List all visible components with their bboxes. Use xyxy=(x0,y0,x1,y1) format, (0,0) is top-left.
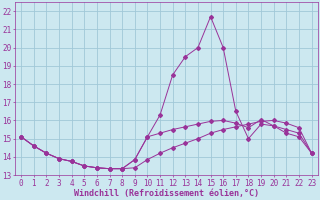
X-axis label: Windchill (Refroidissement éolien,°C): Windchill (Refroidissement éolien,°C) xyxy=(74,189,259,198)
